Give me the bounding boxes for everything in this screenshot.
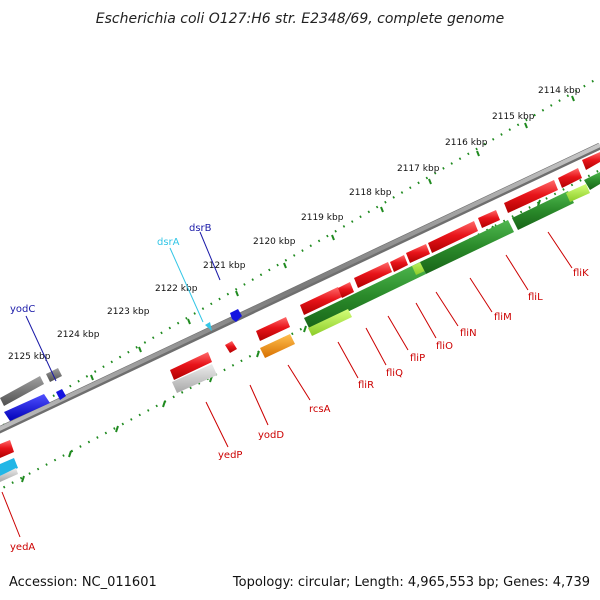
scale-label: 2115 kbp xyxy=(492,112,535,122)
accession-text: Accession: NC_011601 xyxy=(9,575,157,590)
gene-label-yodC: yodC xyxy=(10,304,35,315)
gene-arrow xyxy=(338,282,354,298)
forward-strand-features xyxy=(0,152,600,406)
gene-callouts xyxy=(1,231,573,538)
backbone-ring xyxy=(0,142,600,434)
gene-label-fliP: fliP xyxy=(410,353,425,364)
gene-arrow xyxy=(478,210,500,228)
scale-ticks xyxy=(42,95,575,409)
scale-label: 2122 kbp xyxy=(155,284,198,294)
scale-label: 2117 kbp xyxy=(397,164,440,174)
gene-label-yedA: yedA xyxy=(10,542,35,553)
gene-arrow xyxy=(0,458,18,476)
gene-arrow xyxy=(582,152,600,170)
gene-arrow xyxy=(56,389,66,400)
gene-arrow xyxy=(390,255,408,272)
gene-label-dsrA: dsrA xyxy=(157,237,180,248)
gene-label-fliM: fliM xyxy=(494,312,512,323)
gene-label-fliQ: fliQ xyxy=(386,368,403,379)
gene-arrow xyxy=(260,334,295,358)
gene-labels: yodC dsrA dsrB yedA yedP yodD rcsA fliR … xyxy=(10,223,589,553)
scale-label: 2123 kbp xyxy=(107,307,150,317)
gene-arrow xyxy=(0,468,18,482)
inner-scale-ring xyxy=(0,169,600,491)
gene-arrow xyxy=(0,376,44,406)
reverse-strand-features xyxy=(0,172,600,482)
gene-arrow xyxy=(304,262,426,330)
gene-arrow xyxy=(256,317,290,341)
gene-arrow xyxy=(406,244,430,263)
gene-arrow xyxy=(504,180,558,213)
gene-label-yedP: yedP xyxy=(218,450,242,461)
outer-scale-ring xyxy=(0,76,600,429)
gene-label-rcsA: rcsA xyxy=(309,404,331,415)
gene-arrow xyxy=(230,309,242,322)
gene-arrow xyxy=(172,364,217,393)
gene-label-fliN: fliN xyxy=(460,328,477,339)
gene-arrow xyxy=(512,191,574,230)
scale-label: 2124 kbp xyxy=(57,330,100,340)
gene-arrow xyxy=(46,368,62,382)
scale-label: 2116 kbp xyxy=(445,138,488,148)
gene-label-dsrB: dsrB xyxy=(189,223,212,234)
gene-arrow xyxy=(558,168,582,188)
scale-label: 2125 kbp xyxy=(8,352,51,362)
gene-arrow xyxy=(300,287,342,315)
scale-label: 2121 kbp xyxy=(203,261,246,271)
gene-label-fliL: fliL xyxy=(528,292,543,303)
gene-arrow xyxy=(308,309,352,336)
gene-arrow xyxy=(205,322,212,331)
map-title: Escherichia coli O127:H6 str. E2348/69, … xyxy=(96,11,504,27)
gene-arrow xyxy=(4,394,50,421)
scale-label: 2119 kbp xyxy=(301,213,344,223)
scale-label: 2118 kbp xyxy=(349,188,392,198)
gene-arrow xyxy=(354,262,392,288)
genome-summary-text: Topology: circular; Length: 4,965,553 bp… xyxy=(232,575,590,590)
gene-arrow xyxy=(0,440,14,458)
scale-label: 2114 kbp xyxy=(538,86,581,96)
gene-label-fliK: fliK xyxy=(573,268,589,279)
gene-arrow xyxy=(566,184,590,202)
gene-label-fliO: fliO xyxy=(436,341,453,352)
gene-label-fliR: fliR xyxy=(358,380,374,391)
gene-arrow xyxy=(225,341,237,353)
gene-arrow xyxy=(428,221,478,253)
scale-labels: 2114 kbp 2115 kbp 2116 kbp 2117 kbp 2118… xyxy=(8,86,581,362)
gene-label-yodD: yodD xyxy=(258,430,284,441)
scale-label: 2120 kbp xyxy=(253,237,296,247)
gene-arrow xyxy=(584,172,600,190)
gene-arrow xyxy=(420,220,514,274)
gene-arrow xyxy=(170,352,212,380)
